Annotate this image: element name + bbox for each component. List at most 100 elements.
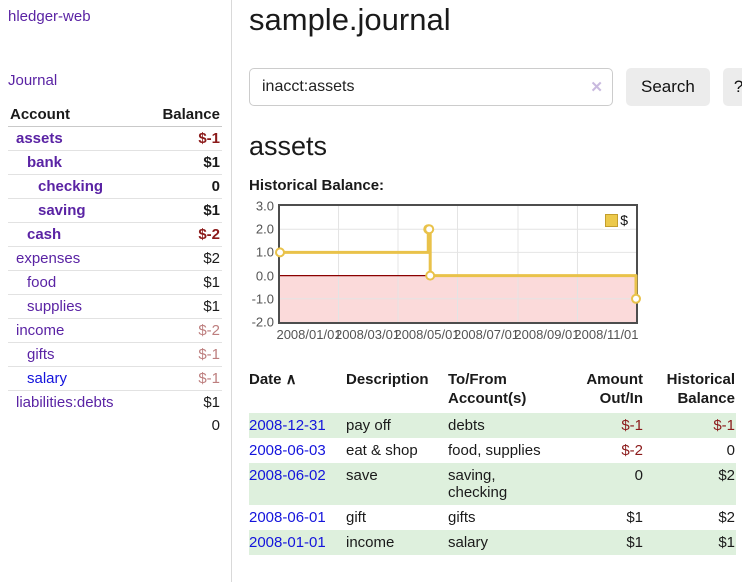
transaction-accounts: gifts (448, 509, 476, 526)
account-link[interactable]: cash (27, 226, 62, 243)
account-balance: $-2 (144, 318, 222, 343)
search-input[interactable] (249, 68, 613, 106)
balance-chart: 3.0 2.0 1.0 0.0 -1.0 -2.0 $ 2008/01/01 2008/03… (249, 199, 641, 342)
transaction-date-link[interactable]: 2008-01-01 (249, 534, 326, 551)
chart-heading: Historical Balance: (249, 177, 385, 194)
journal-column-header[interactable]: Date ∧ (249, 371, 297, 388)
transaction-description: pay off (346, 417, 391, 434)
y-tick-label: 3.0 (255, 198, 274, 214)
transaction-row: 2008-06-03 eat & shop food, supplies $-2 0 (249, 438, 736, 463)
account-link[interactable]: gifts (27, 346, 55, 363)
chart-legend: $ (603, 211, 630, 229)
transaction-accounts: debts (448, 417, 485, 434)
account-row: cash $-2 (8, 222, 222, 247)
sort-asc-icon: ∧ (281, 371, 297, 388)
account-row: liabilities:debts $1 (8, 390, 222, 414)
account-tree-header-row: Account Balance (8, 103, 222, 127)
transaction-accounts: food, supplies (448, 442, 541, 459)
account-link[interactable]: assets (16, 130, 63, 147)
transaction-balance: $-1 (713, 417, 735, 434)
transaction-date-link[interactable]: 2008-06-03 (249, 442, 326, 459)
transaction-amount: $1 (626, 534, 643, 551)
search-form: ✕ Search ? (249, 68, 742, 106)
transaction-accounts: saving, checking (448, 467, 508, 501)
chart-svg (275, 206, 641, 322)
clear-search-icon[interactable]: ✕ (590, 79, 603, 96)
account-balance: $-1 (144, 342, 222, 367)
account-row: gifts $-1 (8, 342, 222, 367)
main-pane: sample.journal ✕ Search ? assets Histori… (232, 0, 742, 582)
transaction-row: 2008-06-02 save saving, checking 0 $2 (249, 463, 736, 505)
transaction-row: 2008-01-01 income salary $1 $1 (249, 530, 736, 555)
account-balance: $1 (144, 294, 222, 319)
x-tick-label: 2008/05/01 (394, 327, 460, 342)
journal-table-body: 2008-12-31 pay off debts $-1 $-1 2008-06-03 ea… (249, 413, 736, 555)
account-table-body: assets $-1 bank $1 checking 0 saving $1 cash $-2 e… (8, 127, 222, 414)
transaction-amount: $-2 (621, 442, 643, 459)
account-link[interactable]: expenses (16, 250, 81, 267)
transaction-date-link[interactable]: 2008-06-02 (249, 467, 326, 484)
legend-swatch (605, 213, 619, 227)
account-link[interactable]: bank (27, 154, 63, 171)
account-link[interactable]: salary (27, 370, 68, 387)
account-row: assets $-1 (8, 127, 222, 151)
transaction-accounts: salary (448, 534, 489, 551)
account-balance: $-2 (144, 222, 222, 247)
account-row: saving $1 (8, 198, 222, 223)
transaction-amount: $1 (626, 509, 643, 526)
account-row: income $-2 (8, 318, 222, 343)
chart-plot-area: $ (275, 204, 641, 324)
account-link[interactable]: saving (38, 202, 86, 219)
account-link[interactable]: food (27, 274, 57, 291)
transaction-row: 2008-06-01 gift gifts $1 $2 (249, 505, 736, 530)
chart-x-axis: 2008/01/01 2008/03/01 2008/05/01 2008/07/01… (276, 324, 640, 342)
account-balance: $1 (144, 390, 222, 414)
app-title-link[interactable]: hledger-web (8, 8, 91, 25)
x-tick-label: 2008/03/01 (334, 327, 401, 342)
x-tick-label: 2008/09/01 (514, 327, 580, 342)
journal-column-header: To/From Account(s) (448, 371, 527, 407)
account-row: bank $1 (8, 150, 222, 175)
x-tick-label: 2008/01/01 (276, 327, 342, 342)
account-balance: $1 (144, 270, 222, 295)
account-heading: assets (249, 131, 328, 161)
account-balance: $1 (144, 198, 222, 223)
help-button[interactable]: ? (722, 68, 742, 106)
transaction-description: income (346, 534, 395, 551)
transaction-balance: 0 (726, 442, 735, 459)
transaction-amount: $-1 (621, 417, 643, 434)
transaction-date-link[interactable]: 2008-12-31 (249, 417, 326, 434)
y-tick-label: 0.0 (255, 268, 274, 284)
account-link[interactable]: income (16, 322, 65, 339)
sidebar: hledger-web Journal Account Balance asse… (0, 0, 232, 582)
balance-column-header: Balance (144, 103, 222, 127)
journal-column-header: Historical Balance (666, 371, 735, 407)
account-row: supplies $1 (8, 294, 222, 319)
journal-table: Date ∧ Description To/From Account(s) Amoun… (249, 368, 736, 555)
sidebar-item-journal[interactable]: Journal (8, 72, 58, 89)
legend-label: $ (620, 212, 628, 228)
transaction-balance: $2 (718, 467, 735, 484)
account-row: salary $-1 (8, 366, 222, 391)
x-tick-label: 2008/11/01 (574, 327, 639, 342)
transaction-amount: 0 (634, 467, 643, 484)
account-column-header: Account (8, 103, 145, 127)
account-balance: $2 (144, 246, 222, 271)
y-tick-label: 2.0 (255, 221, 274, 237)
account-link[interactable]: supplies (27, 298, 83, 315)
account-row: checking 0 (8, 174, 222, 199)
account-balance: 0 (144, 174, 222, 199)
journal-header-row: Date ∧ Description To/From Account(s) Amoun… (249, 368, 736, 413)
transaction-description: save (346, 467, 378, 484)
account-balance: $-1 (198, 130, 220, 147)
account-balance: $1 (144, 150, 222, 175)
transaction-description: gift (346, 509, 367, 526)
page-title: sample.journal (249, 2, 451, 37)
account-balance: $-1 (144, 366, 222, 391)
account-link[interactable]: liabilities:debts (16, 394, 114, 411)
transaction-date-link[interactable]: 2008-06-01 (249, 509, 326, 526)
account-row: expenses $2 (8, 246, 222, 271)
account-link[interactable]: checking (38, 178, 104, 195)
journal-column-header: Description (346, 371, 429, 388)
search-button[interactable]: Search (626, 68, 710, 106)
